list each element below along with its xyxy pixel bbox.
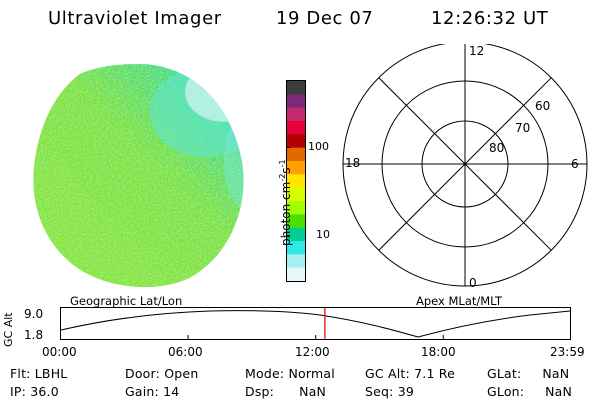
altitude-ytick-high: 9.0	[24, 307, 44, 321]
colorbar-swatch	[287, 134, 305, 149]
colorbar-swatch	[287, 267, 305, 282]
colorbar-swatch	[287, 161, 305, 175]
colorbar-swatch	[287, 214, 305, 229]
instrument-title: Ultraviolet Imager	[48, 8, 222, 29]
colorbar-swatch	[287, 187, 305, 202]
altitude-xtick-0: 00:00	[42, 345, 77, 359]
glon-info: GLon: NaN	[487, 384, 573, 399]
altitude-ytick-low: 1.8	[24, 328, 44, 342]
colorbar-tick-10: 10	[316, 228, 330, 241]
polar-diagonal-2	[378, 77, 552, 251]
colorbar-swatch	[287, 241, 305, 255]
colorbar-swatch	[287, 147, 305, 162]
lat-label-70: 70	[515, 121, 530, 135]
mlt-label-6: 6	[571, 157, 579, 171]
dsp-info: Dsp: NaN	[245, 384, 327, 399]
door-info: Door: Open	[125, 366, 199, 381]
colorbar-swatch	[287, 107, 305, 122]
geographic-coord-label: Geographic Lat/Lon	[70, 294, 183, 308]
colorbar-swatch	[287, 94, 305, 109]
lat-label-80: 80	[489, 141, 504, 155]
seq-info: Seq: 39	[365, 384, 415, 399]
colorbar-swatch	[287, 121, 305, 135]
altitude-curve	[60, 310, 571, 338]
glat-info: GLat: NaN	[487, 366, 570, 381]
colorbar-swatch	[287, 174, 305, 189]
colorbar-swatch	[287, 227, 305, 242]
filter-info: Flt: LBHL	[10, 366, 68, 381]
altitude-xtick-1: 06:00	[168, 345, 203, 359]
polar-mlt-grid: 12 18 6 0 60 70 80	[342, 44, 588, 290]
altitude-plot	[60, 307, 571, 340]
mlt-label-0: 0	[469, 276, 477, 290]
color-bar	[286, 80, 306, 282]
gain-info: Gain: 14	[125, 384, 180, 399]
altitude-xtick-4: 23:59	[550, 345, 585, 359]
ip-info: IP: 36.0	[10, 384, 59, 399]
date-label: 19 Dec 07	[276, 8, 374, 29]
apex-coord-label: Apex MLat/MLT	[416, 294, 503, 308]
mlt-label-12: 12	[469, 44, 484, 58]
colorbar-swatch	[287, 201, 305, 215]
mlt-label-18: 18	[345, 156, 360, 170]
colorbar-swatch	[287, 81, 305, 95]
gc-alt-info: GC Alt: 7.1 Re	[365, 366, 455, 381]
colorbar-swatch	[287, 254, 305, 269]
time-label: 12:26:32 UT	[431, 8, 549, 29]
altitude-ylabel: GC Alt	[2, 312, 15, 347]
colorbar-label: photon cm-2s-1	[278, 159, 293, 246]
colorbar-tick-100: 100	[308, 140, 329, 153]
altitude-xtick-3: 18:00	[421, 345, 456, 359]
altitude-plot-frame	[60, 307, 571, 340]
uv-earth-image	[33, 64, 244, 288]
lat-label-60: 60	[535, 99, 550, 113]
altitude-xtick-2: 12:00	[295, 345, 330, 359]
mode-info: Mode: Normal	[245, 366, 335, 381]
